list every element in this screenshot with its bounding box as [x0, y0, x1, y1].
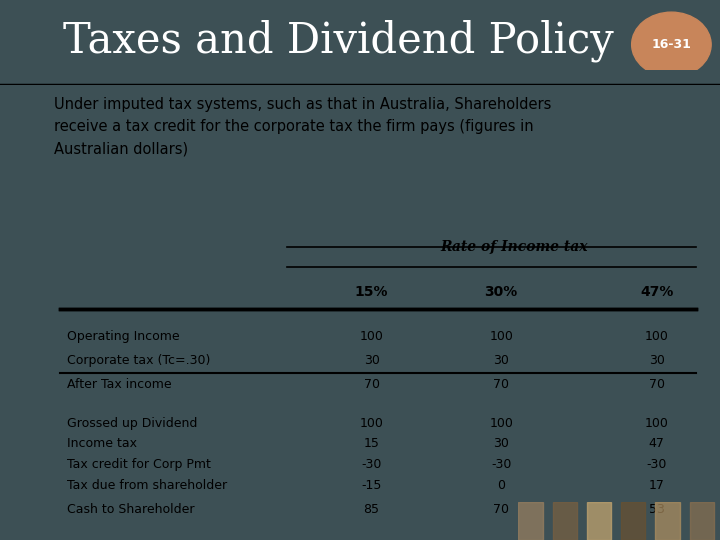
Text: 85: 85 [364, 503, 379, 516]
Text: Rate of Income tax: Rate of Income tax [441, 240, 588, 254]
Text: Income tax: Income tax [67, 437, 137, 450]
Bar [518, 502, 543, 540]
Text: 30: 30 [364, 354, 379, 367]
Bar [553, 502, 577, 540]
Text: 30: 30 [493, 354, 509, 367]
Text: 70: 70 [493, 377, 509, 390]
Text: -30: -30 [647, 458, 667, 471]
Text: 70: 70 [649, 377, 665, 390]
Bar [621, 502, 645, 540]
Text: 53: 53 [649, 503, 665, 516]
Text: 70: 70 [493, 503, 509, 516]
Text: Under imputed tax systems, such as that in Australia, Shareholders
receive a tax: Under imputed tax systems, such as that … [54, 97, 552, 156]
Text: 100: 100 [489, 329, 513, 342]
Text: 47: 47 [649, 437, 665, 450]
Text: 0: 0 [497, 480, 505, 492]
Text: 30%: 30% [485, 285, 518, 299]
Text: 30: 30 [649, 354, 665, 367]
Text: Tax due from shareholder: Tax due from shareholder [67, 480, 227, 492]
Text: 100: 100 [644, 329, 669, 342]
Text: -30: -30 [361, 458, 382, 471]
Text: After Tax income: After Tax income [67, 377, 171, 390]
Text: -15: -15 [361, 480, 382, 492]
Text: Cash to Shareholder: Cash to Shareholder [67, 503, 194, 516]
Bar [690, 502, 714, 540]
Text: 30: 30 [493, 437, 509, 450]
Text: Corporate tax (Tc=.30): Corporate tax (Tc=.30) [67, 354, 210, 367]
Text: 47%: 47% [640, 285, 673, 299]
Text: -30: -30 [491, 458, 511, 471]
Text: 15%: 15% [355, 285, 388, 299]
Circle shape [631, 12, 711, 77]
Text: 70: 70 [364, 377, 379, 390]
Text: 17: 17 [649, 480, 665, 492]
Bar [587, 502, 611, 540]
Text: Taxes and Dividend Policy: Taxes and Dividend Policy [63, 19, 613, 62]
Text: 15: 15 [364, 437, 379, 450]
Text: Operating Income: Operating Income [67, 329, 179, 342]
Text: 100: 100 [359, 416, 384, 429]
Text: 100: 100 [489, 416, 513, 429]
Text: 16-31: 16-31 [652, 38, 691, 51]
Text: 100: 100 [359, 329, 384, 342]
Text: 100: 100 [644, 416, 669, 429]
Bar [655, 502, 680, 540]
Text: Tax credit for Corp Pmt: Tax credit for Corp Pmt [67, 458, 211, 471]
Text: Grossed up Dividend: Grossed up Dividend [67, 416, 197, 429]
